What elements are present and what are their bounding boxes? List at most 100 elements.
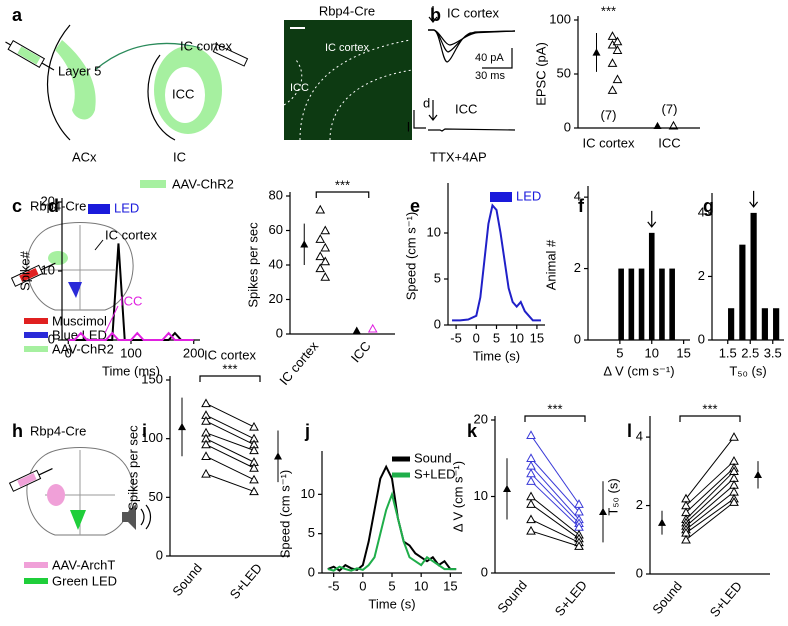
panel-label: g <box>703 196 714 216</box>
bar <box>648 232 655 340</box>
data-point <box>320 225 331 235</box>
pair-line <box>205 432 255 451</box>
significance: *** <box>547 401 562 416</box>
panel-label: i <box>142 421 147 441</box>
legend-swatch <box>24 578 48 584</box>
pair-line <box>685 498 735 534</box>
mean-marker <box>352 326 361 334</box>
x-tick-label: 100 <box>120 345 142 360</box>
category-label: S+LED <box>552 577 590 618</box>
label: ACx <box>72 149 97 164</box>
data-point <box>201 451 211 460</box>
data-point <box>315 251 326 261</box>
panel-label: j <box>304 421 310 441</box>
label: 30 ms <box>475 70 505 82</box>
data-point <box>607 31 618 40</box>
x-tick-label: 5 <box>388 578 395 593</box>
data-point <box>201 439 211 449</box>
x-tick-label: 0 <box>473 330 480 345</box>
legend-label: AAV-ChR2 <box>172 176 234 191</box>
orientation <box>413 110 426 129</box>
mean-marker <box>274 452 282 460</box>
y-tick-label: 40 <box>269 256 283 271</box>
y-tick-label: 80 <box>269 187 283 202</box>
legend-swatch <box>24 346 48 352</box>
legend-swatch <box>24 562 48 568</box>
x-tick-label: 10 <box>414 578 428 593</box>
stim-arrow <box>428 100 438 121</box>
data-point <box>612 36 623 46</box>
data-point <box>612 74 623 84</box>
data-point <box>729 497 739 506</box>
label: IC cortex <box>325 42 370 54</box>
mean-marker <box>300 240 309 248</box>
injection <box>47 484 65 506</box>
led-cone <box>68 282 82 298</box>
median-arrow <box>749 190 759 208</box>
y-axis-label: Spikes per sec <box>125 425 140 511</box>
legend-swatch <box>24 318 48 324</box>
legend-label: Green LED <box>52 573 117 588</box>
data-point <box>249 462 259 472</box>
y-tick-label: 0 <box>574 331 581 346</box>
y-tick-label: 4 <box>636 429 643 444</box>
pair-line <box>205 438 255 463</box>
x-tick-label: 10 <box>509 330 523 345</box>
bar <box>761 308 768 340</box>
pair-line <box>685 501 735 541</box>
y-tick-label: 0 <box>636 565 643 580</box>
pair-line <box>530 465 580 520</box>
pair-line <box>685 467 735 513</box>
pair-line <box>530 530 580 547</box>
significance: *** <box>222 361 237 376</box>
x-tick-label: -5 <box>450 330 462 345</box>
y-tick-label: 60 <box>269 222 283 237</box>
pair-line <box>685 470 735 520</box>
speaker <box>122 504 136 530</box>
data-point <box>367 323 378 333</box>
x-tick-label: 0 <box>65 345 72 360</box>
category-label: S+LED <box>707 578 745 619</box>
data-point <box>201 416 211 425</box>
y-axis-label: T₅₀ (s) <box>605 478 620 515</box>
legend-label: AAV-ArchT <box>52 557 115 572</box>
y-tick-label: 0 <box>308 564 315 579</box>
annotation-arrow <box>104 305 119 334</box>
data-point <box>249 421 259 431</box>
significance: *** <box>601 3 616 18</box>
bar <box>750 212 757 340</box>
pair-line <box>685 460 735 506</box>
y-tick-label: 0 <box>481 564 488 579</box>
data-point <box>320 272 331 281</box>
panel-label: h <box>12 421 23 441</box>
y-tick-label: 150 <box>141 371 163 386</box>
led-cone <box>70 510 86 530</box>
label: IC cortex <box>180 38 233 53</box>
panel-label: f <box>578 196 585 216</box>
panel-label: l <box>627 421 632 441</box>
bar <box>669 268 675 340</box>
legend-swatch <box>140 180 166 188</box>
pair-line <box>530 457 580 513</box>
category-label: Sound <box>169 560 205 598</box>
data-point <box>526 468 536 478</box>
data-point <box>526 525 536 535</box>
category-label: IC cortex <box>276 338 321 388</box>
data-point <box>668 120 679 130</box>
category-label: S+LED <box>227 560 265 601</box>
led-swatch <box>490 192 512 202</box>
panel-label: c <box>12 196 22 216</box>
legend-label: Muscimol <box>52 313 107 328</box>
y-tick-label: 2 <box>636 497 643 512</box>
pair-line <box>205 420 255 445</box>
panel-label: a <box>12 5 23 25</box>
y-tick-label: 0 <box>434 316 441 331</box>
data-point <box>526 514 536 524</box>
y-tick-label: 0 <box>698 331 705 346</box>
data-point <box>526 476 536 485</box>
image-title: Rbp4-Cre <box>319 3 375 18</box>
data-point <box>574 499 584 508</box>
mean-marker <box>178 422 186 431</box>
bar <box>773 308 780 340</box>
label: l <box>407 119 410 134</box>
